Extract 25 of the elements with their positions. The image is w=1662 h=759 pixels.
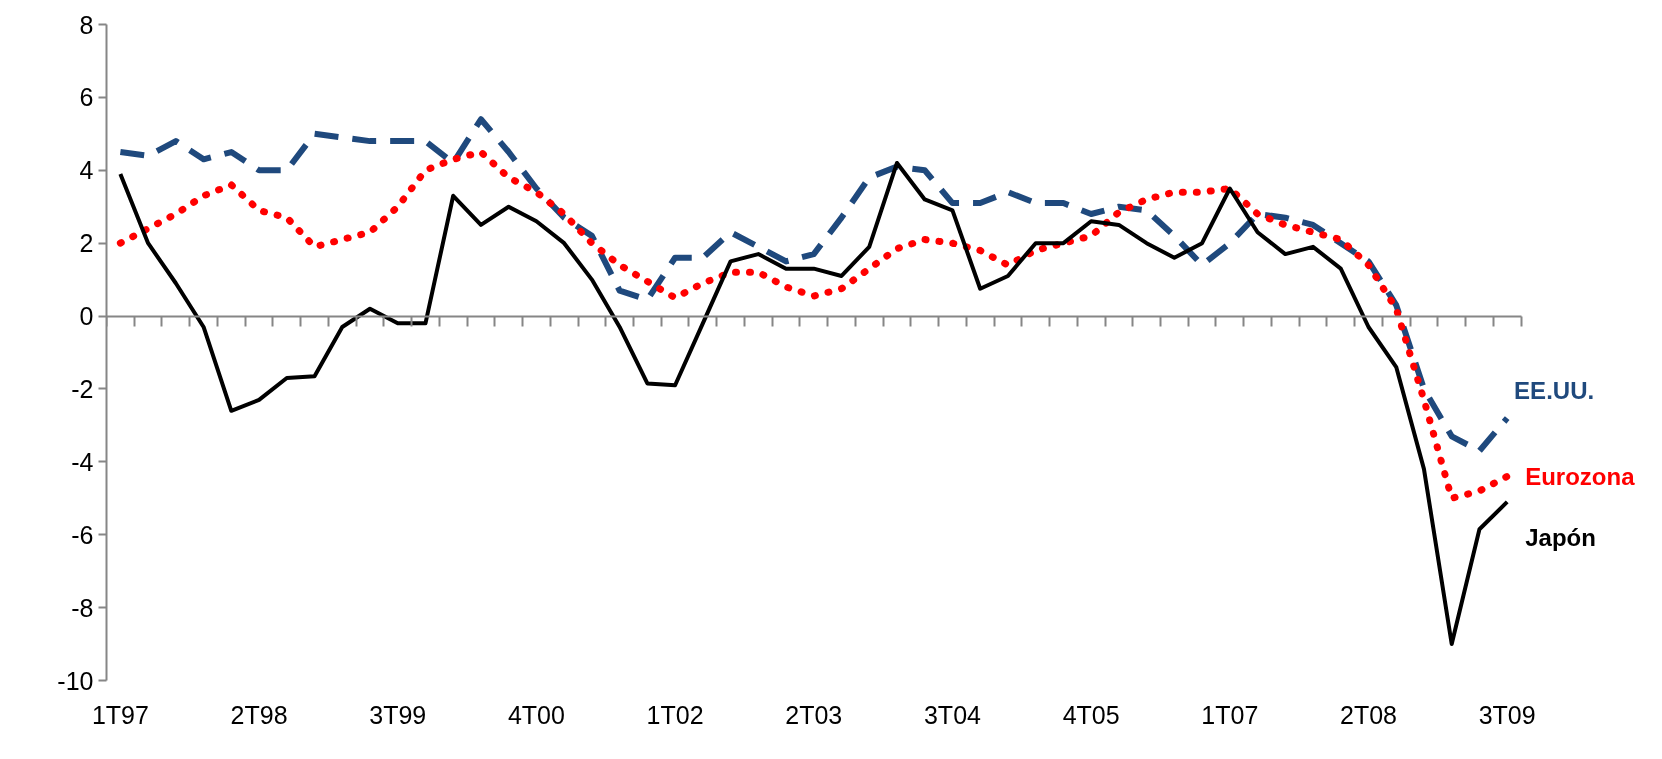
y-tick-label: 6 <box>79 83 94 112</box>
x-tick-label: 2T08 <box>1340 700 1397 729</box>
y-tick-label: 8 <box>79 10 94 39</box>
y-tick-label: 2 <box>79 229 94 258</box>
y-tick-label: -6 <box>71 520 94 549</box>
y-tick-label: -10 <box>57 666 94 695</box>
x-tick-label: 3T04 <box>923 700 982 729</box>
series-label: Japón <box>1525 524 1596 552</box>
x-tick-label: 2T98 <box>230 700 288 729</box>
y-tick-label: -8 <box>71 593 94 622</box>
x-tick-label: 3T09 <box>1478 700 1536 729</box>
x-tick-label: 1T97 <box>91 700 149 729</box>
y-tick-label: -2 <box>71 374 94 403</box>
series-label: EE.UU. <box>1514 376 1595 404</box>
x-tick-label: 1T07 <box>1201 700 1259 729</box>
x-tick-label: 4T00 <box>507 700 565 729</box>
series-label: Eurozona <box>1525 462 1636 490</box>
y-tick-label: -4 <box>71 447 94 476</box>
x-tick-label: 2T03 <box>785 700 843 729</box>
line-series <box>118 160 1510 647</box>
x-tick-label: 3T99 <box>369 700 427 729</box>
y-tick-label: 0 <box>79 302 94 331</box>
x-tick-label: 1T02 <box>646 700 704 729</box>
x-tick-label: 4T05 <box>1062 700 1120 729</box>
y-tick-label: 4 <box>79 156 94 185</box>
